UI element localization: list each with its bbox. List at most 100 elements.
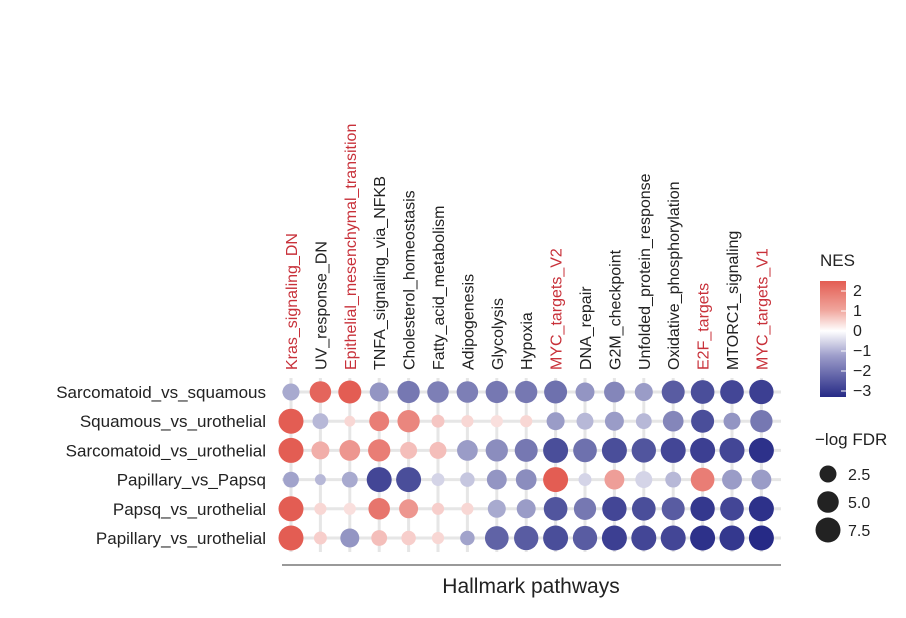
dot [751, 469, 772, 490]
dot [309, 381, 332, 403]
column-label: Glycolysis [490, 298, 507, 370]
dot [748, 525, 774, 551]
dot [314, 502, 327, 515]
size-legend-dot [815, 517, 841, 543]
dot [461, 415, 474, 428]
column-labels: Kras_signaling_DN UV_response_DN Epithelia… [284, 124, 771, 370]
dot [601, 525, 627, 551]
column-label: MYC_targets_V1 [754, 248, 771, 370]
nes-tick-label: −3 [853, 383, 871, 400]
dot [690, 467, 715, 492]
column-label: Oxidative_phosphorylation [666, 181, 683, 370]
dot [429, 441, 447, 459]
size-legend-title: −log FDR [815, 430, 887, 449]
dot [399, 499, 419, 519]
column-label: DNA_repair [578, 286, 595, 370]
dot [397, 380, 420, 404]
column-label: Adipogenesis [460, 274, 477, 370]
nes-tick-label: −2 [853, 363, 871, 380]
nes-tick-label: 2 [853, 283, 862, 300]
nes-legend-title: NES [820, 251, 855, 270]
dot [401, 530, 416, 546]
dot [368, 439, 391, 462]
dot [312, 413, 329, 430]
dot [631, 438, 656, 463]
dot [543, 437, 569, 463]
x-axis-label: Hallmark pathways [442, 575, 619, 598]
dot [722, 469, 742, 490]
dot [343, 502, 356, 515]
nes-legend: NES 2 1 0 −1 −2 −3 [820, 251, 871, 400]
dot [396, 467, 422, 493]
dot [486, 469, 507, 490]
grid [282, 378, 781, 552]
column-label: TNFA_signaling_via_NFKB [372, 176, 389, 370]
dot [456, 381, 479, 403]
dot [631, 525, 657, 551]
dot [543, 496, 568, 521]
dot [490, 415, 503, 428]
dot [690, 496, 715, 521]
row-label: Papillary_vs_urothelial [96, 529, 266, 548]
dot [431, 473, 445, 487]
dot [427, 381, 449, 403]
dot [338, 380, 362, 404]
dot [573, 438, 597, 463]
column-label: E2F_targets [696, 283, 713, 370]
dot [460, 530, 475, 546]
dot [484, 526, 509, 550]
dot [631, 496, 656, 521]
dot [340, 528, 360, 548]
column-label: Cholesterol_homeostasis [402, 190, 419, 370]
column-label: Unfolded_protein_response [637, 173, 654, 370]
dot [514, 525, 539, 551]
dot [691, 409, 715, 433]
size-legend: −log FDR 2.5 5.0 7.5 [815, 430, 887, 543]
column-label: UV_response_DN [313, 241, 330, 370]
dot [662, 410, 684, 432]
dot [546, 412, 565, 431]
dot [339, 440, 361, 461]
dot [690, 380, 715, 404]
dot [282, 383, 300, 401]
dot [544, 380, 568, 404]
dot [749, 379, 774, 405]
dot [750, 410, 773, 433]
nes-color-bar [820, 281, 846, 397]
dot [397, 410, 420, 433]
dot [578, 473, 592, 487]
dot [720, 380, 744, 404]
dot [368, 498, 390, 520]
size-legend-label: 2.5 [848, 467, 870, 484]
dot [311, 441, 330, 460]
size-legend-label: 5.0 [848, 495, 870, 512]
dot [278, 408, 304, 434]
dot [748, 437, 774, 463]
dot [723, 412, 741, 430]
row-label: Sarcomatoid_vs_squamous [56, 383, 266, 402]
dot [400, 441, 418, 459]
column-label: G2M_checkpoint [607, 249, 624, 370]
dot [431, 502, 445, 515]
dot [576, 412, 594, 430]
row-label: Sarcomatoid_vs_urothelial [66, 441, 266, 460]
dot [457, 440, 478, 461]
row-label: Papsq_vs_urothelial [113, 500, 266, 519]
dot [487, 499, 506, 518]
dot [543, 467, 569, 493]
dot [661, 497, 685, 521]
column-label: Fatty_acid_metabolism [431, 205, 448, 370]
dot [278, 496, 304, 522]
dot [344, 415, 356, 427]
dot [661, 380, 685, 404]
row-label: Squamous_vs_urothelial [80, 412, 266, 431]
nes-tick-label: 1 [853, 303, 862, 320]
dot [601, 437, 627, 463]
dot [719, 525, 745, 551]
dot [516, 499, 536, 519]
dot [366, 467, 392, 493]
dot [520, 415, 533, 428]
size-legend-dot [817, 491, 839, 513]
size-legend-label: 7.5 [848, 523, 870, 540]
